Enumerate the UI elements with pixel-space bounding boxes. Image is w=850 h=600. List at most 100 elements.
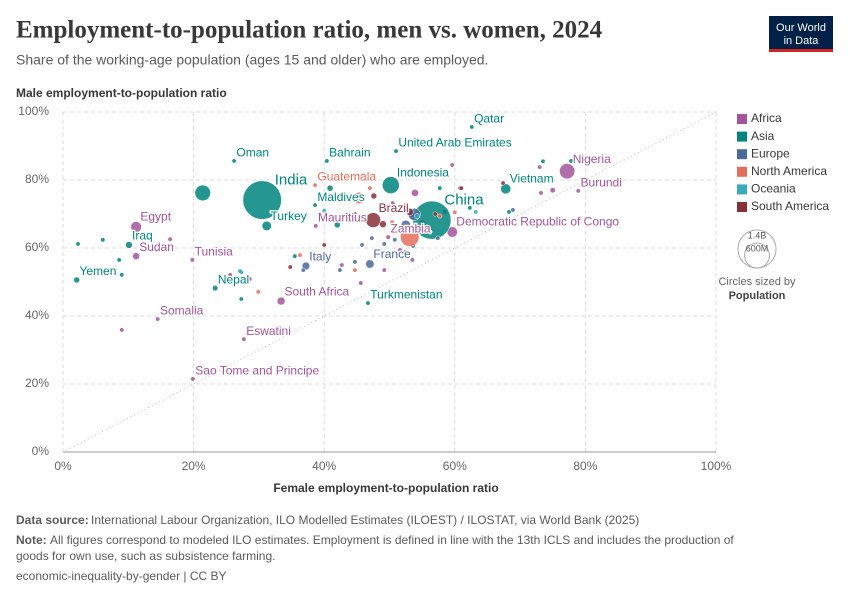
bubble (261, 220, 272, 231)
bubble (575, 188, 581, 194)
x-axis-label: Female employment-to-population ratio (273, 481, 498, 495)
bubble (312, 182, 318, 188)
point-label: Indonesia (397, 165, 449, 179)
bubble (365, 259, 375, 269)
size-legend-label: 1.4B (748, 230, 767, 240)
legend-label: Africa (751, 111, 782, 125)
source-text: International Labour Organization, ILO M… (91, 513, 639, 527)
y-tick-label: 0% (32, 444, 50, 458)
bubble (411, 189, 419, 197)
bubble (390, 200, 396, 206)
legend-label: Europe (751, 146, 790, 160)
bubble (500, 180, 506, 186)
bubble (242, 180, 282, 220)
x-tick-label: 20% (182, 459, 206, 473)
logo-box (769, 16, 833, 52)
bubble (538, 190, 544, 196)
bubble (324, 158, 330, 164)
point-label: Guatemala (317, 170, 376, 184)
license: economic-inequality-by-gender | CC BY (16, 569, 227, 583)
bubble (312, 202, 318, 208)
bubble (467, 205, 473, 211)
chart-title: Employment-to-population ratio, men vs. … (16, 17, 603, 44)
bubble (559, 163, 576, 180)
bubble (227, 272, 233, 278)
note-text: All figures correspond to modeled ILO es… (50, 533, 734, 547)
bubble (194, 184, 211, 202)
bubble (359, 242, 365, 248)
bubble (393, 148, 399, 154)
source-label: Data source: (16, 513, 89, 527)
logo-text: Our World (776, 22, 826, 34)
bubble (297, 252, 303, 258)
point-label: United Arab Emirates (398, 136, 511, 150)
bubble (389, 219, 395, 225)
bubble (469, 124, 475, 130)
bubble (382, 176, 400, 194)
size-legend-label: 600M (746, 243, 769, 253)
legend-label: Oceania (751, 182, 796, 196)
bubble (500, 183, 512, 195)
note-label: Note: (16, 533, 47, 547)
bubble (452, 209, 458, 215)
size-legend-title: Circles sized by (718, 276, 796, 288)
y-tick-label: 80% (25, 172, 49, 186)
bubble (292, 253, 298, 259)
point-label: Iraq (132, 229, 153, 243)
chart-subtitle: Share of the working-age population (age… (16, 52, 488, 68)
point-label: Sao Tome and Principe (195, 364, 319, 378)
point-label: Eswatini (246, 324, 291, 338)
bubble (437, 185, 443, 191)
bubble (385, 234, 391, 240)
bubble (458, 185, 464, 191)
bubble (321, 208, 327, 214)
bubble (190, 376, 196, 382)
y-tick-label: 40% (25, 308, 49, 322)
bubble (397, 247, 403, 253)
point-label: Yemen (79, 264, 116, 278)
point-label: Nigeria (573, 152, 611, 166)
bubble (238, 296, 244, 302)
bubble (189, 257, 195, 263)
legend-swatch (737, 149, 747, 160)
bubble (241, 336, 247, 342)
legend-label: North America (751, 164, 827, 178)
bubble (247, 276, 253, 282)
point-label: Tunisia (195, 245, 234, 259)
bubble (212, 285, 219, 292)
bubble (255, 289, 261, 295)
point-label: Bahrain (329, 146, 370, 160)
bubble (365, 300, 371, 306)
x-tick-label: 60% (443, 459, 467, 473)
logo-text: in Data (784, 35, 820, 47)
point-label: Italy (309, 249, 331, 263)
bubble (276, 296, 286, 306)
point-label: Egypt (140, 209, 171, 223)
bubble (370, 192, 378, 200)
bubble (473, 209, 479, 215)
point-label: Qatar (474, 112, 504, 126)
bubble (321, 242, 327, 248)
note-text: goods for own use, such as subsistence f… (16, 549, 275, 563)
bubble (537, 164, 543, 170)
points (73, 124, 581, 382)
bubble (231, 158, 237, 164)
bubble (334, 221, 341, 229)
bubble (339, 262, 345, 268)
legend-swatch (737, 184, 747, 195)
bubble (365, 212, 381, 228)
point-label: Vietnam (510, 171, 554, 185)
point-label: China (444, 192, 484, 209)
reference-line (62, 111, 717, 453)
bubble (449, 162, 455, 168)
y-tick-label: 60% (25, 240, 49, 254)
point-label: Turkey (271, 209, 307, 223)
bubble (405, 208, 414, 216)
point-label: Somalia (160, 304, 204, 318)
bubble (125, 241, 133, 249)
x-tick-label: 0% (54, 459, 72, 473)
bubble (506, 209, 512, 215)
point-label: France (373, 247, 411, 261)
bubble (427, 229, 433, 235)
x-tick-label: 80% (573, 459, 597, 473)
